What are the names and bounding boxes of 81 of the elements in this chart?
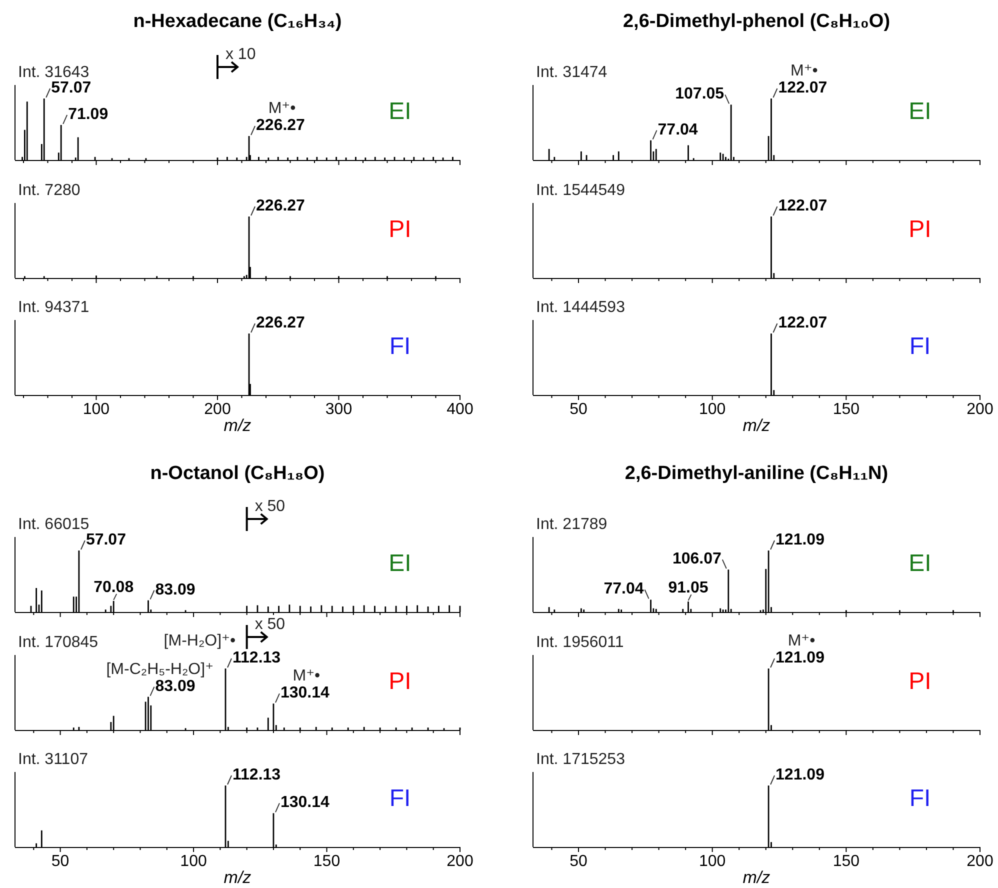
x-tick-label: 200 <box>966 853 994 870</box>
text: Int. 31474 <box>536 64 608 81</box>
annotation: 70.08 <box>94 578 134 596</box>
x-tick-label: 100 <box>698 853 726 870</box>
annotation: 77.04 <box>658 121 698 138</box>
annotation: 77.04 <box>604 580 644 598</box>
x-tick-label: 300 <box>325 401 352 418</box>
annotation: 91.05 <box>668 580 708 597</box>
annotation: 121.09 <box>776 532 825 548</box>
text: Int. 66015 <box>18 516 90 533</box>
annotation: PI <box>388 216 412 243</box>
annotation: FI <box>389 333 411 360</box>
text: Int. 31107 <box>18 751 88 768</box>
x-tick-label: 50 <box>570 401 588 418</box>
x-axis-title: m/z <box>742 868 771 887</box>
annotation: 112.13 <box>232 650 281 666</box>
x-axis-title: m/z <box>742 416 771 435</box>
text: M⁺• <box>788 632 816 650</box>
text: Int. 1956011 <box>536 634 624 651</box>
annotation: 112.13 <box>232 766 281 784</box>
annotation: EI <box>908 550 932 577</box>
annotation: 130.14 <box>280 794 330 812</box>
chart-title: 2,6-Dimethyl-aniline (C₈H₁₁N) <box>624 463 888 484</box>
annotation: FI <box>909 785 931 812</box>
annotation: 122.07 <box>778 80 828 96</box>
chart-title: n-Hexadecane (C₁₆H₃₄) <box>133 11 342 32</box>
text: Int. 1715253 <box>536 751 626 768</box>
annotation: 121.09 <box>776 766 825 784</box>
x-axis-title: m/z <box>224 868 252 887</box>
ref-line-label: x 50 <box>254 616 286 633</box>
chart-title: n-Octanol (C₈H₁₈O) <box>150 463 325 484</box>
text: Int. 170845 <box>18 634 98 651</box>
annotation: 71.09 <box>68 106 108 123</box>
annotation: 122.07 <box>778 198 828 214</box>
x-tick-label: 200 <box>966 401 994 418</box>
annotation: 226.27 <box>256 117 306 134</box>
x-tick-label: 50 <box>570 853 588 870</box>
annotation: 83.09 <box>155 678 196 695</box>
annotation: EI <box>908 98 932 125</box>
x-tick-label: 150 <box>832 401 860 418</box>
chart-title: 2,6-Dimethyl-phenol (C₈H₁₀O) <box>622 11 890 32</box>
text: [M-H₂O]⁺• <box>164 632 236 650</box>
x-tick-label: 100 <box>82 401 110 418</box>
x-tick-label: 200 <box>204 401 231 418</box>
x-tick-label: 150 <box>832 853 860 870</box>
annotation: 121.09 <box>776 650 825 666</box>
annotation: 107.05 <box>675 86 724 103</box>
annotation: PI <box>388 668 412 695</box>
text: Int. 21789 <box>536 516 608 533</box>
annotation: 130.14 <box>280 684 330 702</box>
x-tick-label: 150 <box>313 853 340 870</box>
annotation: FI <box>389 785 411 812</box>
annotation: 226.27 <box>256 314 306 332</box>
annotation: M⁺• <box>292 668 320 685</box>
ref-line-label: x 10 <box>225 46 256 63</box>
annotation: FI <box>909 333 931 360</box>
text: Int. 1444593 <box>536 299 626 316</box>
text: Int. 94371 <box>18 299 90 316</box>
annotation: EI <box>388 98 412 125</box>
annotation: M⁺• <box>268 100 296 118</box>
annotation: PI <box>908 216 932 243</box>
annotation: 122.07 <box>778 314 828 332</box>
text: Int. 1544549 <box>536 182 626 199</box>
annotation: 57.07 <box>86 532 126 548</box>
annotation: 57.07 <box>51 80 92 96</box>
x-tick-label: 50 <box>51 853 70 870</box>
annotation: EI <box>388 550 412 577</box>
x-tick-label: 400 <box>446 401 474 418</box>
annotation: [M-C₂H₅-H₂O]⁺ <box>106 660 214 678</box>
x-tick-label: 100 <box>180 853 207 870</box>
annotation: 226.27 <box>256 198 306 214</box>
text: M⁺• <box>790 62 818 80</box>
ref-line-label: x 50 <box>254 498 286 515</box>
text: Int. 7280 <box>18 182 80 199</box>
x-tick-label: 100 <box>698 401 726 418</box>
text: Int. 31643 <box>18 64 90 81</box>
x-tick-label: 200 <box>446 853 474 870</box>
x-axis-title: m/z <box>224 416 252 435</box>
annotation: PI <box>908 668 932 695</box>
annotation: 83.09 <box>155 581 196 598</box>
annotation: 106.07 <box>672 550 722 568</box>
